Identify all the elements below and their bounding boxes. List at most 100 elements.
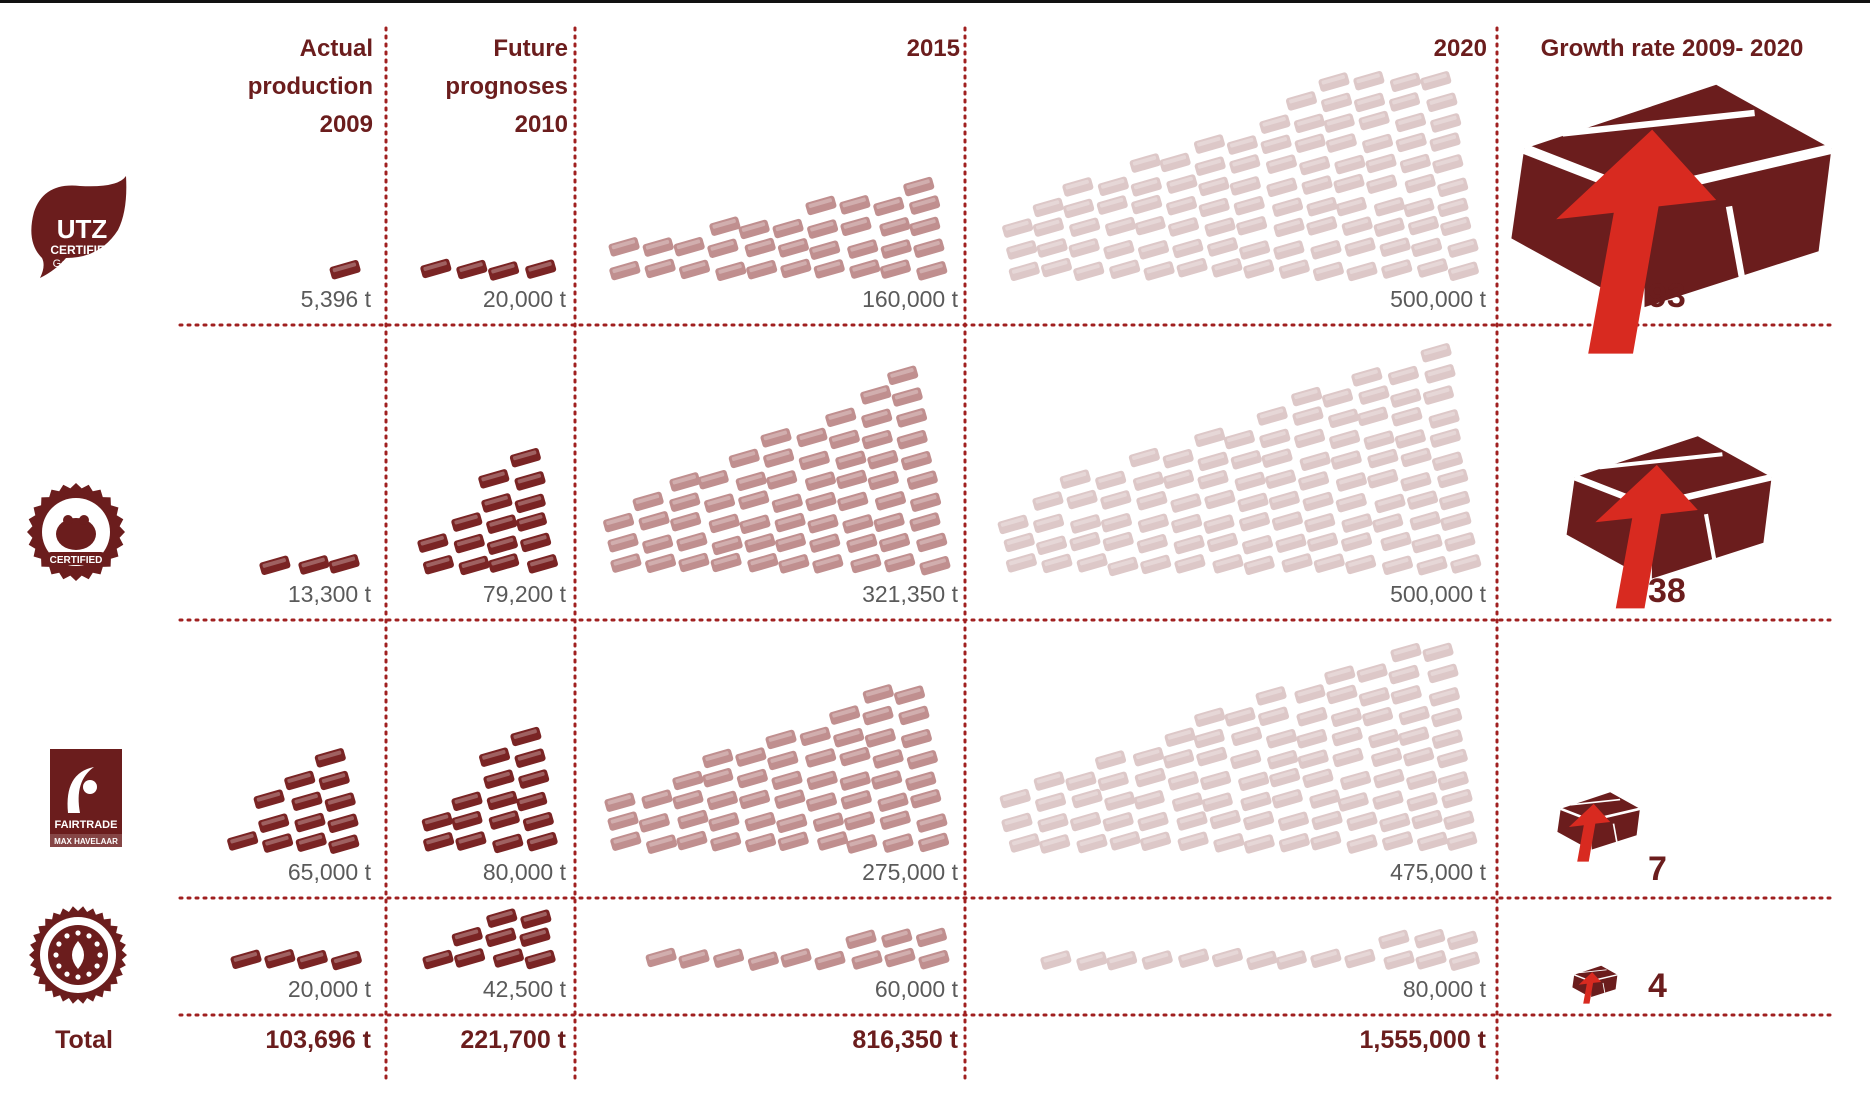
bar-r3-c4 (1372, 790, 1404, 810)
bar-body (1037, 813, 1069, 833)
bar-body (1002, 218, 1034, 238)
bar-r2-c4 (1170, 493, 1202, 513)
bar-body (746, 260, 778, 280)
bar-highlight (1442, 493, 1466, 504)
bar-highlight (1105, 814, 1130, 825)
bar-r2-c4 (1409, 511, 1441, 531)
bar-highlight (1143, 557, 1167, 567)
bar-highlight (1271, 493, 1296, 503)
bar-body (1328, 408, 1360, 429)
bar-r3-c3 (916, 813, 948, 833)
bar-r2-c3 (728, 448, 760, 469)
bar-r2-c4 (1440, 511, 1472, 531)
bar-r1-c4 (1437, 177, 1469, 198)
bar-body (1062, 177, 1094, 197)
bar-body (1231, 726, 1263, 747)
bar-highlight (815, 556, 839, 567)
bar-r1-c2 (420, 258, 452, 279)
bar-r2-c4 (1394, 429, 1426, 449)
bar-highlight (1297, 686, 1321, 697)
bar-r3-c3 (864, 728, 896, 748)
bar-highlight (1006, 535, 1031, 545)
bar-highlight (1144, 952, 1169, 963)
bar-r1-c3 (715, 261, 747, 282)
bar-r2-c3 (873, 512, 905, 532)
bar-body (417, 533, 449, 553)
bar-r1-c4 (1447, 261, 1479, 281)
bar-r3-c3 (641, 789, 673, 809)
bar-body (1400, 447, 1432, 468)
bar-r4-c3 (915, 927, 947, 948)
bar-r3-c4 (1436, 748, 1468, 769)
bar-body (796, 427, 828, 448)
bar-highlight (1098, 752, 1122, 763)
organic-star (75, 974, 81, 980)
bar-body (1097, 771, 1129, 792)
bar-highlight (1325, 390, 1349, 401)
bar-r2-c3 (738, 490, 770, 510)
bar-highlight (709, 793, 734, 803)
bar-highlight (1044, 556, 1068, 566)
bar-body (486, 790, 518, 811)
bar-body (713, 948, 745, 968)
bar-body (1102, 531, 1134, 552)
bar-highlight (1343, 773, 1367, 783)
bar-r3-c3 (817, 831, 849, 851)
bar-r2-c3 (704, 493, 736, 513)
bar-r1-c4 (1294, 133, 1326, 153)
bar-body (492, 833, 524, 854)
bar-body (833, 727, 865, 748)
bar-highlight (1281, 814, 1305, 824)
value-label: 80,000 t (483, 859, 567, 885)
bar-r1-c4 (1036, 238, 1068, 258)
bar-body (1259, 114, 1291, 134)
bar-highlight (681, 951, 706, 962)
bar-body (1345, 554, 1377, 575)
bar-r2-c4 (1307, 532, 1339, 552)
bar-body (850, 553, 882, 574)
bar-highlight (1334, 729, 1359, 740)
bar-body (1278, 259, 1310, 279)
bar-highlight (491, 812, 516, 823)
bar-body (744, 811, 776, 832)
bar-highlight (850, 241, 874, 252)
bar-body (318, 770, 350, 791)
bar-body (913, 238, 945, 258)
bar-highlight (647, 261, 672, 271)
bar-body (1130, 177, 1162, 197)
bar-body (1076, 553, 1108, 573)
bar-body (1437, 177, 1469, 198)
organic-star (64, 933, 70, 939)
bar-body (1368, 728, 1400, 749)
bar-body (514, 748, 546, 768)
bar-body (1389, 92, 1421, 112)
bar-r2-c4 (1387, 365, 1419, 386)
value-label: 500,000 t (1390, 286, 1487, 312)
bar-r4-c1 (296, 950, 328, 970)
bar-r4-c4 (1415, 950, 1447, 970)
header-2020: 2020 (1434, 35, 1487, 62)
bar-highlight (679, 534, 703, 545)
bar-highlight (1326, 115, 1351, 126)
bar-highlight (909, 752, 934, 763)
bar-body (736, 768, 768, 789)
bar-r2-c3 (805, 491, 837, 512)
bar-highlight (1452, 953, 1476, 964)
bar-body (520, 909, 552, 929)
bar-body (778, 554, 810, 574)
bar-r3-c2 (526, 831, 558, 852)
bar-body (483, 769, 515, 789)
bar-body (1381, 555, 1413, 575)
bar-highlight (852, 261, 876, 272)
bar-r2-c4 (1444, 532, 1476, 552)
bar-body (1310, 831, 1342, 851)
bar-body (1032, 217, 1064, 237)
bar-r3-c4 (1095, 750, 1127, 770)
bar-highlight (750, 555, 774, 566)
bar-r2-c3 (798, 450, 830, 471)
bar-r2-c4 (1381, 555, 1413, 575)
bar-body (1379, 812, 1411, 833)
bar-r2-c3 (708, 513, 740, 534)
